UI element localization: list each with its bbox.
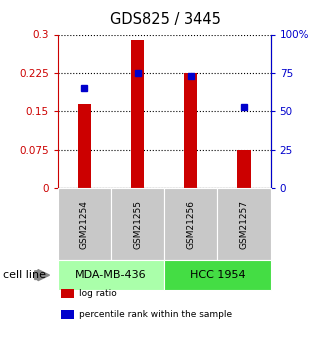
Bar	[184, 73, 197, 188]
Text: percentile rank within the sample: percentile rank within the sample	[79, 310, 232, 319]
Bar	[237, 150, 251, 188]
Text: GSM21257: GSM21257	[240, 200, 248, 249]
Text: GSM21256: GSM21256	[186, 200, 195, 249]
Text: HCC 1954: HCC 1954	[189, 270, 245, 280]
Text: GSM21255: GSM21255	[133, 200, 142, 249]
Text: cell line: cell line	[3, 270, 46, 280]
Text: GDS825 / 3445: GDS825 / 3445	[110, 12, 220, 27]
Text: GSM21254: GSM21254	[80, 200, 89, 249]
Bar	[78, 104, 91, 188]
Text: MDA-MB-436: MDA-MB-436	[75, 270, 147, 280]
Bar	[131, 40, 144, 188]
Text: log ratio: log ratio	[79, 289, 116, 298]
